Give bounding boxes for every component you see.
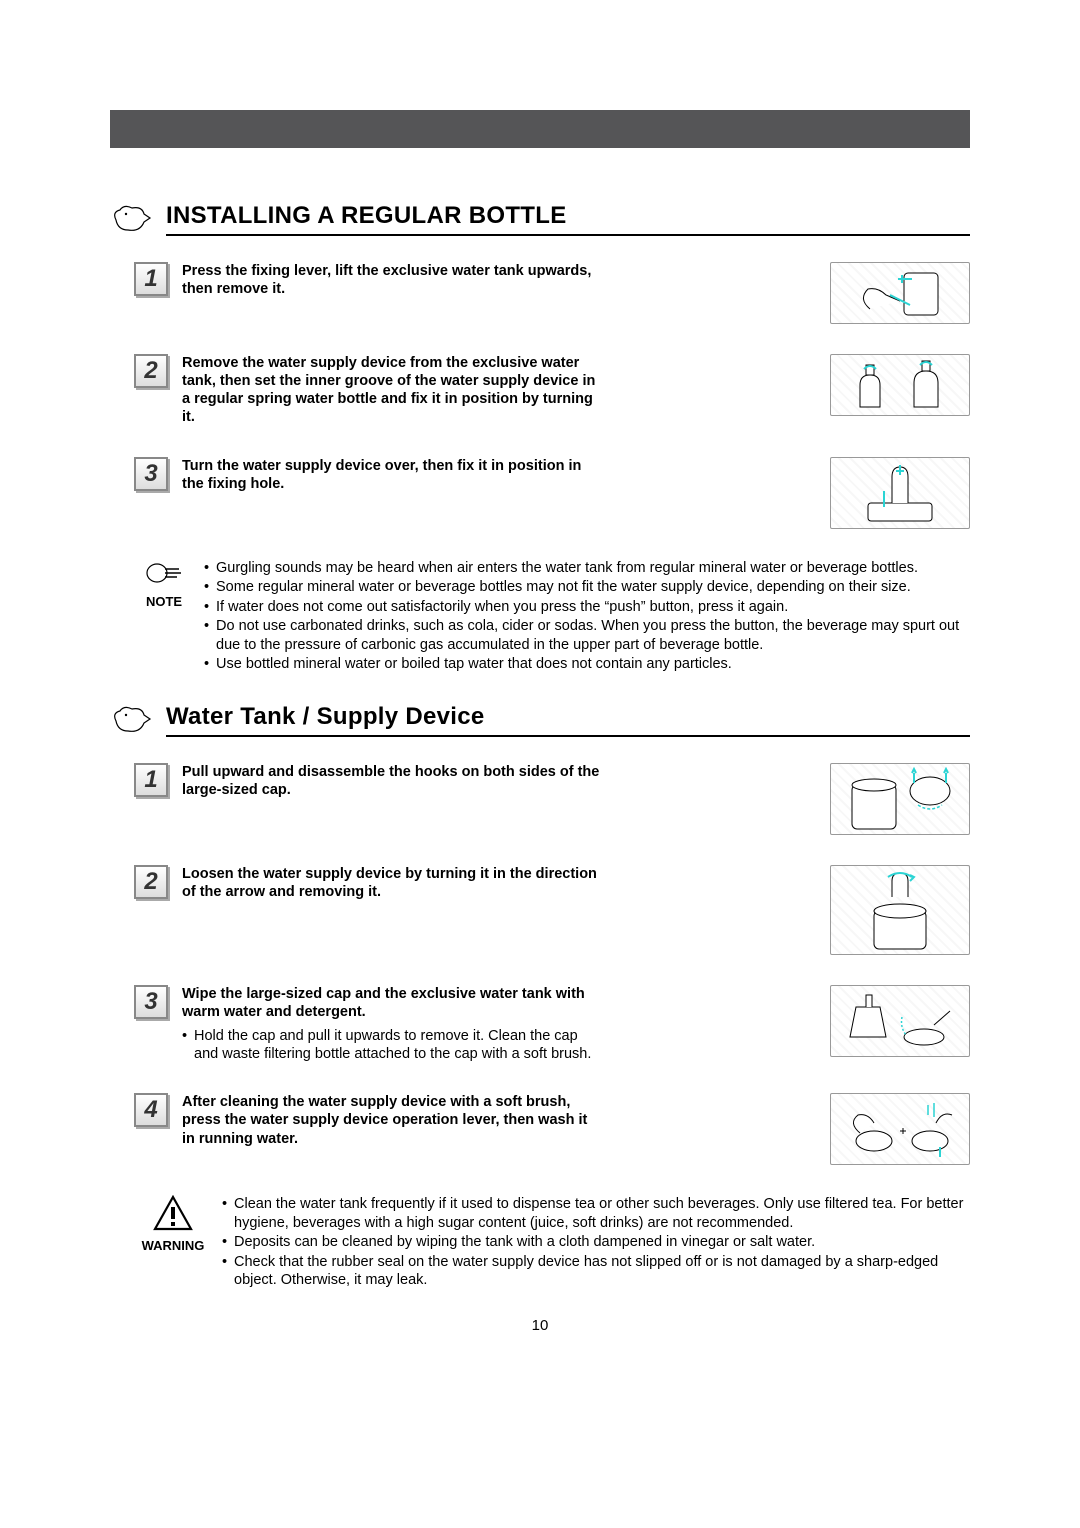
warning-bullet: Clean the water tank frequently if it us…	[234, 1195, 970, 1232]
step-number-badge: 3	[134, 985, 168, 1019]
section-title-1: INSTALLING A REGULAR BOTTLE	[166, 202, 970, 236]
step-row: 2 Remove the water supply device from th…	[110, 354, 970, 427]
step-number-badge: 1	[134, 763, 168, 797]
note-bullet: Some regular mineral water or beverage b…	[216, 578, 911, 597]
note-hand-icon	[145, 559, 183, 587]
warning-triangle-icon	[153, 1195, 193, 1231]
step-number-badge: 1	[134, 262, 168, 296]
step-text: Pull upward and disassemble the hooks on…	[182, 763, 602, 799]
step-row: 3 Turn the water supply device over, the…	[110, 457, 970, 529]
warning-body: •Clean the water tank frequently if it u…	[222, 1195, 970, 1291]
warning-bullet: Deposits can be cleaned by wiping the ta…	[234, 1233, 815, 1252]
step-illustration	[830, 262, 970, 324]
step-row: 1 Press the fixing lever, lift the exclu…	[110, 262, 970, 324]
note-bullet: If water does not come out satisfactoril…	[216, 598, 788, 617]
step-number-badge: 2	[134, 865, 168, 899]
note-bullet: Do not use carbonated drinks, such as co…	[216, 617, 970, 654]
step-illustration	[830, 985, 970, 1057]
note-body: •Gurgling sounds may be heard when air e…	[204, 559, 970, 675]
page-number: 10	[110, 1317, 970, 1334]
note-label: NOTE	[134, 594, 194, 609]
warning-label: WARNING	[134, 1238, 212, 1253]
pointing-hand-icon	[110, 699, 152, 741]
step-number-badge: 3	[134, 457, 168, 491]
section-heading-installing: INSTALLING A REGULAR BOTTLE	[110, 198, 970, 240]
step-row: 2 Loosen the water supply device by turn…	[110, 865, 970, 955]
step-text: Wipe the large-sized cap and the exclusi…	[182, 985, 602, 1064]
step-sub-bullet: Hold the cap and pull it upwards to remo…	[194, 1027, 602, 1063]
step-text: Remove the water supply device from the …	[182, 354, 602, 427]
step-row: 4 After cleaning the water supply device…	[110, 1093, 970, 1165]
step-illustration	[830, 865, 970, 955]
note-bullet: Gurgling sounds may be heard when air en…	[216, 559, 918, 578]
step-text: Turn the water supply device over, then …	[182, 457, 602, 493]
warning-label-col: WARNING	[134, 1195, 212, 1253]
step-number-badge: 2	[134, 354, 168, 388]
step-row: 1 Pull upward and disassemble the hooks …	[110, 763, 970, 835]
step-text: Press the fixing lever, lift the exclusi…	[182, 262, 602, 298]
step-text: After cleaning the water supply device w…	[182, 1093, 602, 1147]
header-bar	[110, 110, 970, 148]
step-illustration	[830, 457, 970, 529]
step-illustration	[830, 763, 970, 835]
step-illustration	[830, 1093, 970, 1165]
section-heading-watertank: Water Tank / Supply Device	[110, 699, 970, 741]
warning-bullet: Check that the rubber seal on the water …	[234, 1253, 970, 1290]
note-label-col: NOTE	[134, 559, 194, 609]
step-number-badge: 4	[134, 1093, 168, 1127]
step-text: Loosen the water supply device by turnin…	[182, 865, 602, 901]
note-block: NOTE •Gurgling sounds may be heard when …	[110, 559, 970, 675]
note-bullet: Use bottled mineral water or boiled tap …	[216, 655, 732, 674]
pointing-hand-icon	[110, 198, 152, 240]
warning-block: WARNING •Clean the water tank frequently…	[110, 1195, 970, 1291]
section-title-2: Water Tank / Supply Device	[166, 703, 970, 737]
step-illustration	[830, 354, 970, 416]
step-row: 3 Wipe the large-sized cap and the exclu…	[110, 985, 970, 1064]
